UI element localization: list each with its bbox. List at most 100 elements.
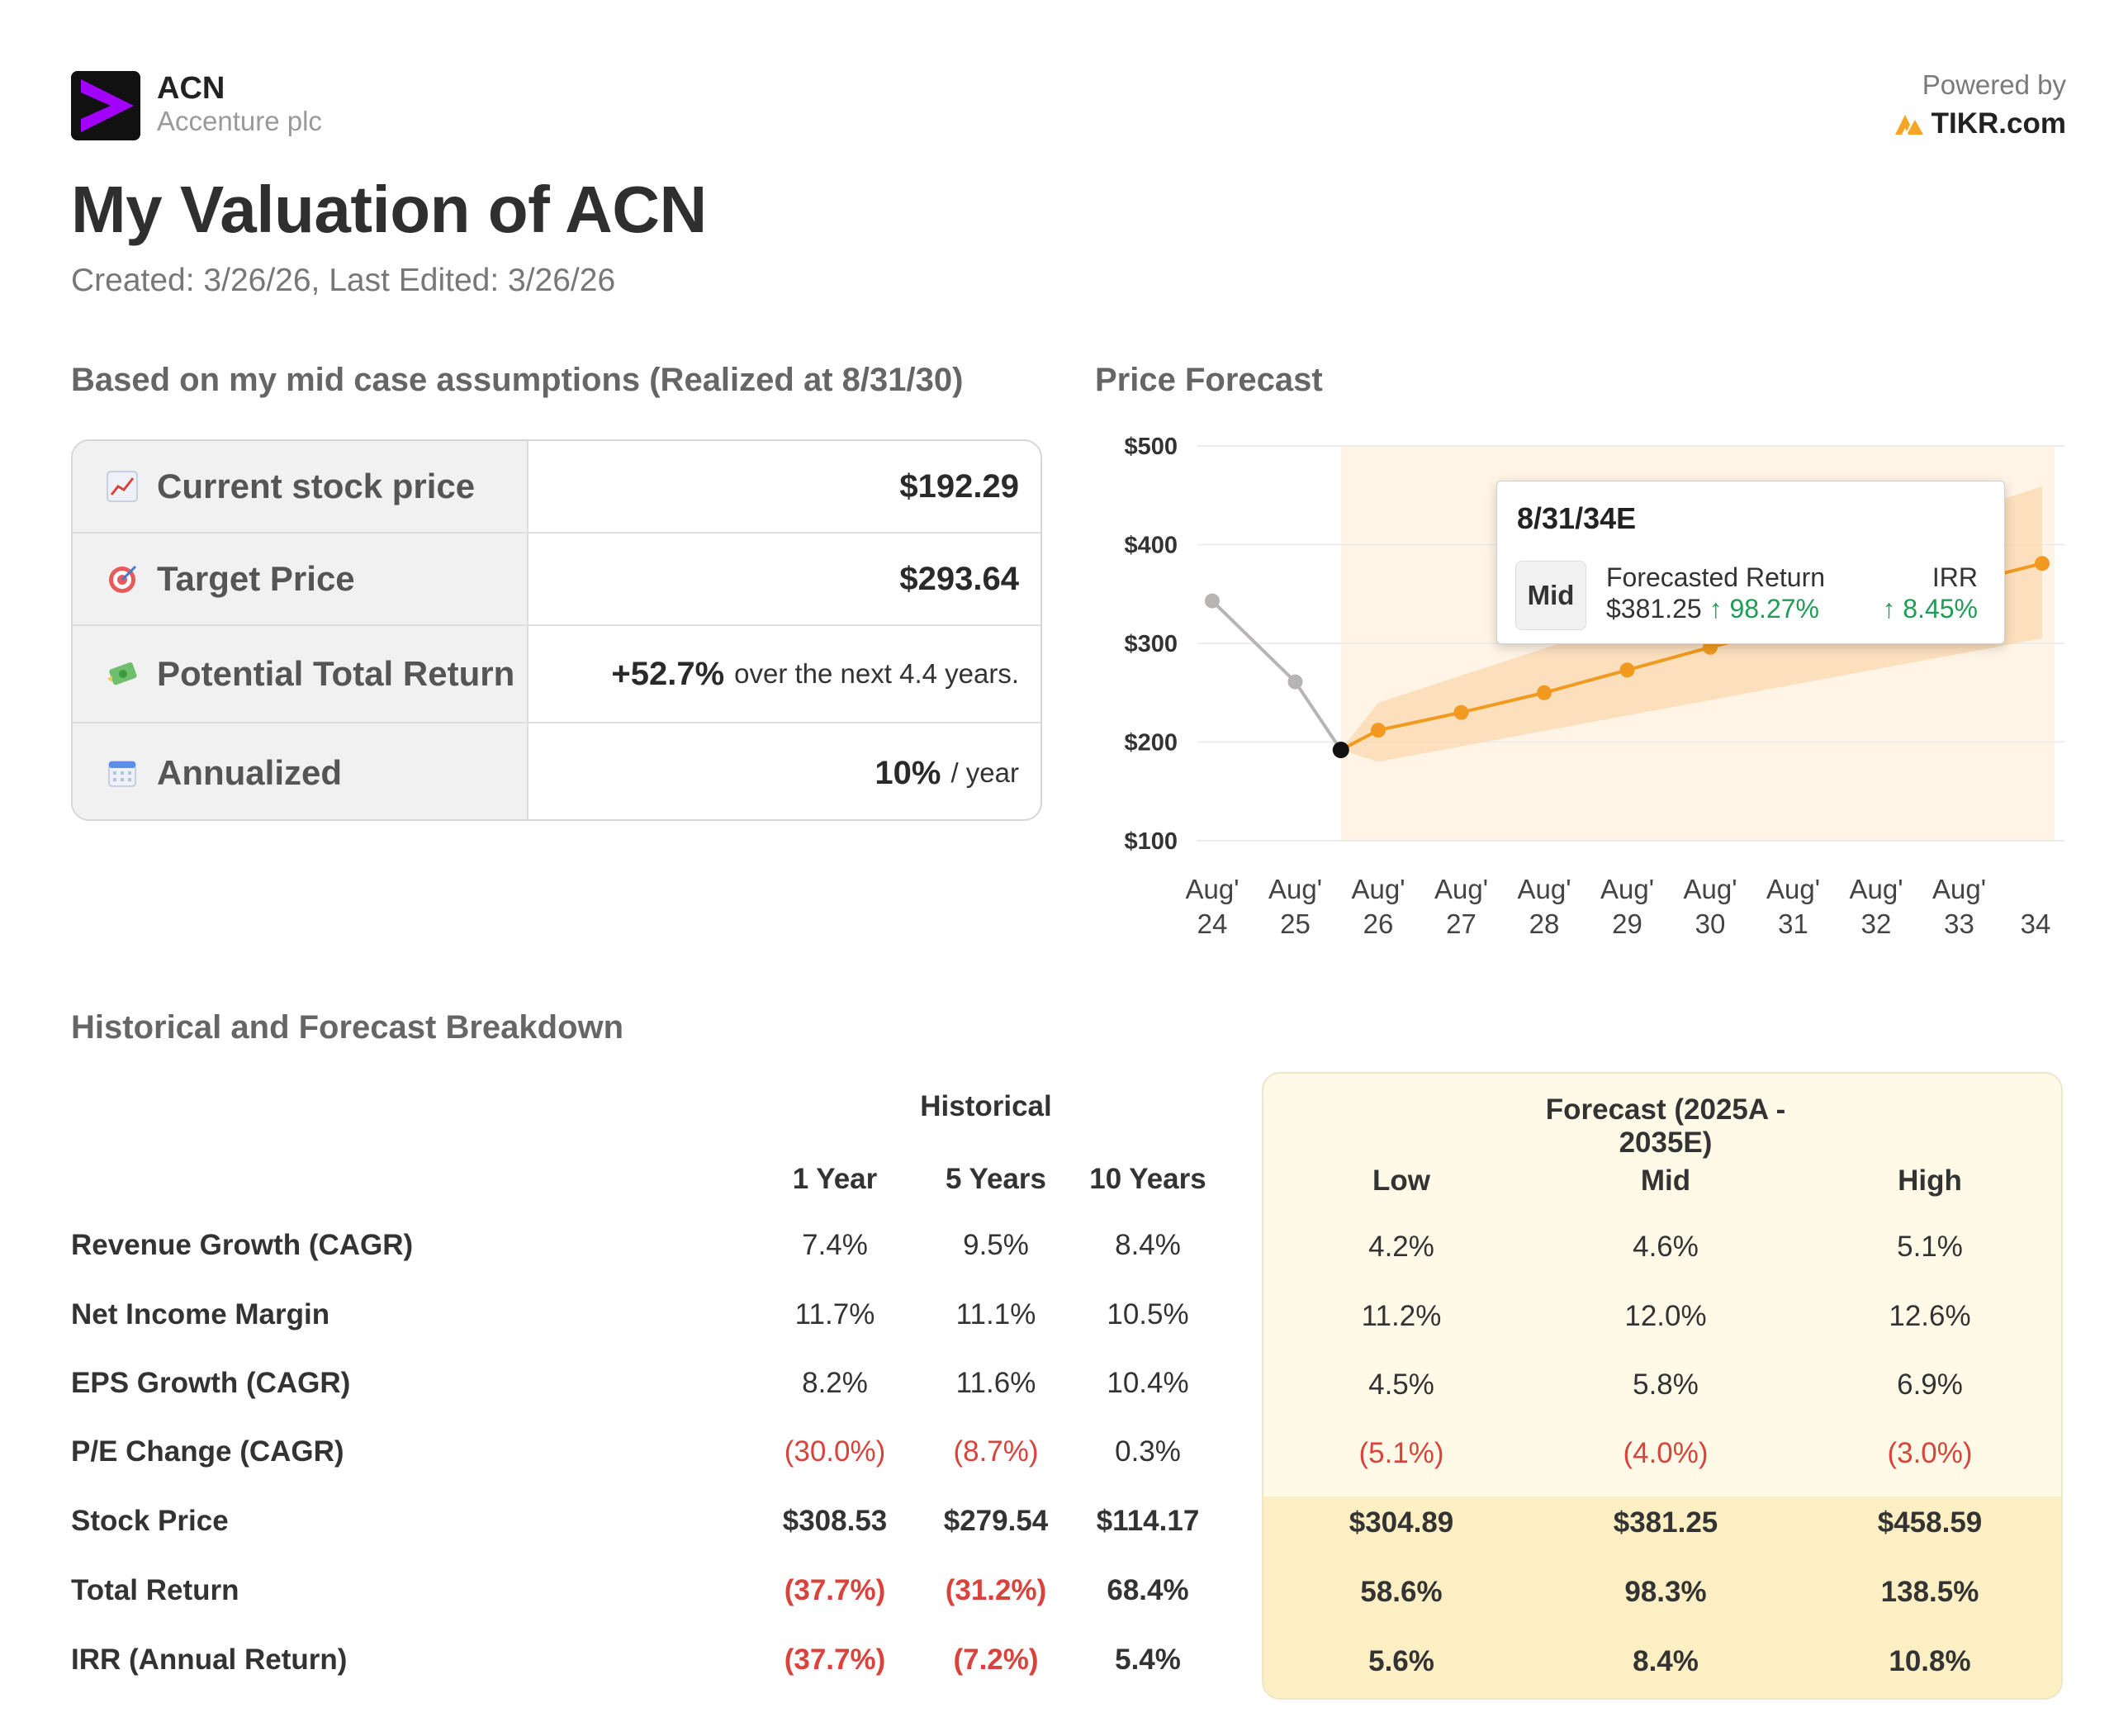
historical-cell: 11.7%	[794, 1298, 875, 1330]
forecast-cell: 11.2%	[1361, 1300, 1442, 1332]
y-tick-label: $300	[1124, 631, 1178, 657]
row-label: EPS Growth (CAGR)	[71, 1367, 351, 1399]
total-return-value: +52.7%	[611, 655, 725, 692]
x-tick-label: Aug'	[1434, 874, 1488, 904]
summary-label: Annualized	[157, 753, 343, 792]
historical-cell: (7.2%)	[953, 1644, 1039, 1676]
historical-cell: 10.4%	[1107, 1367, 1189, 1399]
forecast-col-header: Low	[1372, 1164, 1430, 1197]
historical-cell: 7.4%	[802, 1229, 868, 1261]
forecast-cell: $458.59	[1877, 1506, 1983, 1539]
tooltip-irr-value: ↑ 8.45%	[1882, 594, 1978, 624]
tooltip-date: 8/31/34E	[1517, 501, 1637, 535]
historical-cell: 8.2%	[802, 1367, 868, 1399]
powered-by-label: Powered by	[1922, 69, 2066, 100]
tooltip-irr-label: IRR	[1932, 562, 1978, 592]
forecast-cell: 4.6%	[1633, 1231, 1699, 1263]
summary-label: Potential Total Return	[157, 654, 515, 693]
x-tick-label: 27	[1446, 908, 1476, 939]
summary-card: Current stock price $192.29 Target Price…	[71, 439, 1042, 821]
tooltip-forecasted-return-label: Forecasted Return	[1606, 562, 1826, 592]
x-tick-label: 30	[1695, 908, 1726, 939]
historical-line	[1211, 600, 1343, 752]
x-tick-label: Aug'	[1849, 874, 1903, 904]
historical-cell: 9.5%	[963, 1229, 1029, 1261]
x-tick-label: Aug'	[1766, 874, 1820, 904]
ticker-symbol: ACN	[157, 71, 225, 106]
historical-cell: $279.54	[943, 1505, 1049, 1537]
historical-group-header: Historical	[920, 1090, 1052, 1122]
page-title: My Valuation of ACN	[71, 173, 707, 246]
tikr-brand-link[interactable]: TIKR.com	[1894, 107, 2066, 140]
company-logo	[71, 71, 140, 140]
forecast-highlight-band	[1263, 1496, 2061, 1698]
row-label: Revenue Growth (CAGR)	[71, 1229, 414, 1261]
historical-point	[1205, 593, 1220, 609]
summary-row-total-return: Potential Total Return +52.7% over the n…	[73, 626, 1040, 723]
x-tick-label: 28	[1529, 908, 1560, 939]
historical-col-header: 5 Years	[946, 1163, 1046, 1195]
x-tick-label: 26	[1363, 908, 1394, 939]
forecast-cell: 8.4%	[1633, 1645, 1699, 1677]
historical-cell: (8.7%)	[953, 1435, 1039, 1468]
accenture-logo-icon	[71, 71, 140, 140]
x-tick-label: 34	[2021, 908, 2051, 939]
forecast-cell: (3.0%)	[1887, 1437, 1973, 1469]
historical-col-header: 10 Years	[1089, 1163, 1206, 1195]
x-tick-label: Aug'	[1185, 874, 1239, 904]
summary-row-target-price: Target Price $293.64	[73, 534, 1040, 626]
forecast-cell: (5.1%)	[1358, 1437, 1444, 1469]
row-label: Stock Price	[71, 1505, 229, 1537]
x-tick-label: 33	[1944, 908, 1974, 939]
mid-forecast-point	[1537, 685, 1552, 700]
tooltip-price: $381.25	[1606, 594, 1702, 624]
historical-cell: 5.4%	[1115, 1644, 1181, 1676]
forecast-panel	[1262, 1072, 2063, 1700]
summary-label: Current stock price	[157, 467, 476, 505]
historical-cell: 8.4%	[1115, 1229, 1181, 1261]
money-icon	[104, 657, 140, 690]
target-price-value: $293.64	[899, 560, 1019, 597]
historical-point	[1287, 674, 1303, 690]
y-tick-label: $500	[1124, 434, 1178, 460]
forecast-cell: 5.6%	[1368, 1645, 1434, 1677]
historical-cell: 0.3%	[1115, 1435, 1181, 1468]
forecast-cell: 5.8%	[1633, 1368, 1699, 1401]
row-label: Net Income Margin	[71, 1298, 330, 1330]
total-return-period: over the next 4.4 years.	[734, 658, 1019, 689]
breakdown-heading: Historical and Forecast Breakdown	[71, 1009, 624, 1046]
forecast-cell: 4.2%	[1368, 1231, 1434, 1263]
current-price-value: $192.29	[899, 467, 1019, 505]
row-label: IRR (Annual Return)	[71, 1644, 348, 1676]
historical-cell: (30.0%)	[784, 1435, 886, 1468]
forecast-cell: 4.5%	[1368, 1368, 1434, 1401]
company-name: Accenture plc	[157, 106, 322, 136]
forecast-cell: 10.8%	[1889, 1645, 1971, 1677]
tikr-logo-icon	[1894, 115, 1923, 135]
x-tick-label: Aug'	[1351, 874, 1405, 904]
historical-cell: 11.1%	[955, 1298, 1036, 1330]
chart-tooltip: 8/31/34E Mid Forecasted Return $381.25 ↑…	[1496, 481, 2005, 644]
forecast-group-header: Forecast (2025A - 2035E)	[1545, 1093, 1786, 1159]
price-forecast-heading: Price Forecast	[1095, 362, 1323, 398]
mid-forecast-point	[1453, 704, 1469, 720]
forecast-col-header: Mid	[1640, 1164, 1691, 1197]
tooltip-forecasted-return-value: $381.25 ↑ 98.27%	[1606, 594, 1819, 624]
x-tick-label: Aug'	[1268, 874, 1322, 904]
forecast-cell: 12.6%	[1889, 1300, 1971, 1332]
calendar-icon	[104, 757, 140, 790]
historical-col-header: 1 Year	[792, 1163, 878, 1195]
x-tick-label: Aug'	[1517, 874, 1571, 904]
mid-forecast-point	[1619, 662, 1635, 678]
row-label: P/E Change (CAGR)	[71, 1435, 344, 1468]
historical-cell: (37.7%)	[784, 1644, 886, 1676]
tikr-brand-text: TIKR.com	[1931, 107, 2066, 140]
x-tick-label: Aug'	[1600, 874, 1654, 904]
x-tick-label: Aug'	[1683, 874, 1737, 904]
annualized-value: 10%	[875, 754, 941, 791]
summary-row-annualized: Annualized 10% / year	[73, 723, 1040, 819]
forecast-cell: 12.0%	[1624, 1300, 1707, 1332]
forecast-cell: $381.25	[1613, 1506, 1718, 1539]
x-tick-label: 25	[1280, 908, 1311, 939]
forecast-cell: $304.89	[1349, 1506, 1454, 1539]
